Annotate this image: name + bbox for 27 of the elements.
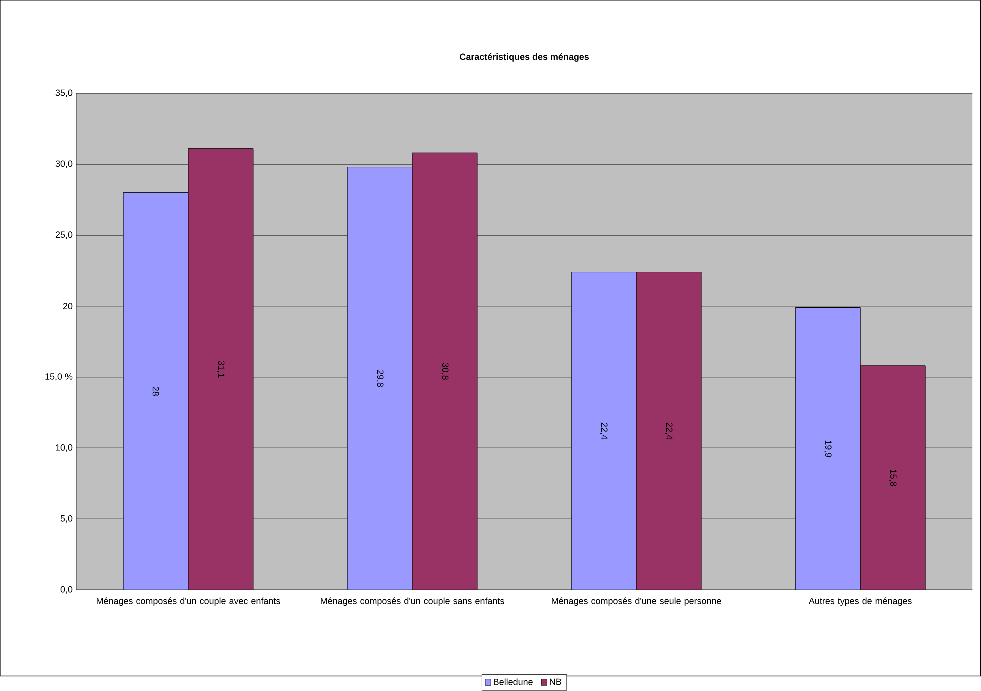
- data-label: 30,8: [441, 363, 449, 380]
- y-tick-label: 5,0: [60, 515, 73, 523]
- x-tick-label: Ménages composés d'un couple sans enfants: [321, 598, 504, 606]
- legend-label: Belledune: [494, 678, 533, 686]
- bar: [571, 272, 637, 590]
- y-tick-label: 0,0: [60, 586, 73, 594]
- data-label: 22,4: [600, 422, 608, 440]
- bar: [795, 308, 861, 590]
- y-tick-label: 35,0: [56, 90, 73, 98]
- y-tick-label: 25,0: [56, 232, 73, 240]
- y-tick-label: 20: [63, 303, 73, 310]
- x-tick-label: Autres types de ménages: [808, 598, 912, 606]
- data-label: 31,1: [217, 361, 225, 378]
- data-label: 22,4: [665, 422, 673, 440]
- y-tick-label: 15,0 %: [46, 374, 73, 382]
- x-tick-label: Ménages composés d'une seule personne: [552, 598, 722, 606]
- legend-label: NB: [550, 678, 562, 686]
- y-tick-label: 30,0: [56, 160, 73, 168]
- bar: [123, 192, 189, 590]
- data-label: 29,8: [376, 370, 384, 388]
- bar: [347, 167, 413, 590]
- x-tick-label: Ménages composés d'un couple avec enfants: [97, 598, 280, 606]
- y-tick-label: 10,0: [56, 444, 73, 452]
- chart-title: Caractéristiques des ménages: [460, 54, 590, 62]
- data-label: 15,8: [889, 470, 897, 486]
- data-label: 19,9: [824, 440, 832, 458]
- data-label: 28: [152, 386, 160, 396]
